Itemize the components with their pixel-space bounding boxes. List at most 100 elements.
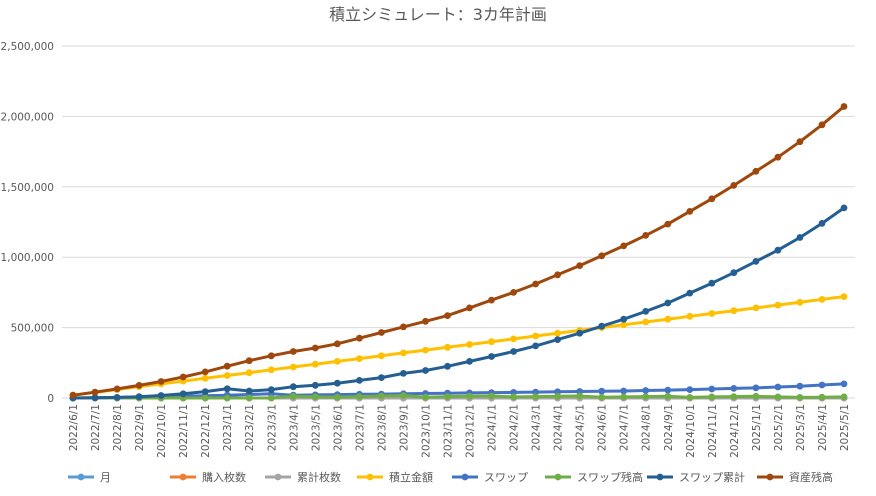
x-tick-label: 2024/2/1 bbox=[509, 404, 521, 451]
data-point bbox=[796, 234, 804, 241]
data-point bbox=[598, 387, 606, 395]
data-point bbox=[730, 385, 738, 392]
x-tick-label: 2025/3/1 bbox=[795, 404, 807, 451]
x-tick-label: 2024/5/1 bbox=[575, 404, 587, 451]
data-point bbox=[223, 385, 231, 393]
data-point bbox=[201, 374, 209, 382]
data-point bbox=[135, 382, 143, 389]
data-point bbox=[267, 352, 275, 360]
data-point bbox=[796, 394, 804, 401]
legend-item[interactable]: スワップ累計 bbox=[647, 470, 745, 484]
data-point bbox=[466, 392, 473, 400]
legend-item[interactable]: 購入枚数 bbox=[170, 470, 246, 484]
legend-item[interactable]: 資産残高 bbox=[757, 470, 833, 484]
legend[interactable]: 月 購入枚数 累計枚数 積立金額 スワップ スワップ残高 スワップ累計 資産残高 bbox=[68, 470, 833, 484]
x-tick-label: 2024/3/1 bbox=[531, 404, 543, 451]
data-point bbox=[488, 296, 495, 304]
data-point bbox=[708, 279, 716, 287]
data-point bbox=[752, 258, 760, 265]
legend-item[interactable]: スワップ残高 bbox=[545, 470, 643, 484]
data-point bbox=[642, 393, 650, 400]
data-point bbox=[774, 153, 782, 161]
data-point bbox=[245, 357, 253, 365]
data-point bbox=[113, 385, 121, 393]
data-point bbox=[642, 232, 650, 239]
data-point bbox=[466, 358, 473, 365]
legend-label: スワップ累計 bbox=[679, 470, 745, 484]
data-point bbox=[289, 363, 297, 371]
x-tick-label: 2023/7/1 bbox=[354, 404, 366, 451]
series-7 bbox=[69, 204, 848, 402]
data-point bbox=[818, 121, 826, 129]
data-point bbox=[554, 392, 561, 400]
chart-title: 積立シミュレート：3カ年計画 bbox=[329, 5, 547, 24]
x-tick-label: 2023/9/1 bbox=[398, 404, 410, 451]
data-point bbox=[91, 388, 99, 396]
data-point bbox=[510, 393, 517, 401]
data-point bbox=[708, 385, 716, 393]
legend-item[interactable]: スワップ bbox=[452, 471, 528, 484]
data-point bbox=[730, 393, 738, 400]
x-tick-label: 2022/6/1 bbox=[68, 404, 80, 451]
series-group bbox=[69, 103, 848, 402]
series-line bbox=[73, 394, 845, 400]
data-point bbox=[576, 392, 584, 400]
data-point bbox=[378, 329, 385, 336]
data-point bbox=[311, 344, 319, 352]
x-tick-label: 2024/9/1 bbox=[663, 404, 675, 451]
data-point bbox=[752, 384, 760, 392]
data-point bbox=[664, 315, 672, 323]
data-point bbox=[356, 334, 363, 342]
data-point bbox=[620, 321, 628, 329]
data-point bbox=[444, 312, 451, 319]
data-point bbox=[378, 392, 385, 400]
data-point bbox=[201, 368, 209, 376]
x-tick-label: 2022/8/1 bbox=[112, 404, 124, 451]
x-tick-label: 2023/12/1 bbox=[465, 404, 477, 458]
data-point bbox=[752, 304, 760, 312]
data-point bbox=[554, 336, 561, 343]
data-point bbox=[686, 289, 694, 297]
data-point bbox=[267, 386, 275, 393]
data-point bbox=[466, 304, 473, 312]
data-point bbox=[840, 380, 848, 388]
data-point bbox=[796, 298, 804, 306]
data-point bbox=[245, 369, 253, 377]
data-point bbox=[818, 296, 826, 303]
data-point bbox=[664, 299, 672, 307]
data-point bbox=[686, 312, 694, 320]
data-point bbox=[642, 387, 650, 394]
legend-swatch-marker bbox=[77, 473, 85, 481]
x-tick-label: 2023/5/1 bbox=[310, 404, 322, 451]
data-point bbox=[356, 355, 363, 362]
data-point bbox=[333, 340, 341, 348]
legend-item[interactable]: 月 bbox=[68, 471, 111, 484]
legend-item[interactable]: 累計枚数 bbox=[265, 470, 341, 484]
legend-label: 資産残高 bbox=[789, 470, 833, 484]
x-tick-label: 2024/12/1 bbox=[729, 404, 741, 458]
data-point bbox=[620, 387, 628, 395]
data-point bbox=[444, 393, 451, 400]
data-point bbox=[422, 346, 429, 354]
data-point bbox=[620, 242, 628, 250]
data-point bbox=[510, 335, 517, 343]
data-point bbox=[422, 393, 429, 401]
data-point bbox=[510, 348, 517, 355]
data-point bbox=[752, 167, 760, 175]
data-point bbox=[289, 383, 297, 391]
x-tick-label: 2022/10/1 bbox=[156, 404, 168, 458]
data-point bbox=[311, 360, 319, 368]
data-point bbox=[223, 372, 231, 379]
data-point bbox=[444, 343, 451, 351]
data-point bbox=[333, 393, 341, 401]
series-4 bbox=[69, 293, 848, 399]
data-point bbox=[69, 391, 77, 399]
x-tick-label: 2022/12/1 bbox=[200, 404, 212, 458]
data-point bbox=[664, 386, 672, 394]
series-8 bbox=[69, 103, 848, 399]
data-point bbox=[113, 394, 121, 401]
legend-item[interactable]: 積立金額 bbox=[357, 470, 433, 484]
data-point bbox=[356, 377, 363, 384]
legend-label: 購入枚数 bbox=[202, 470, 246, 484]
